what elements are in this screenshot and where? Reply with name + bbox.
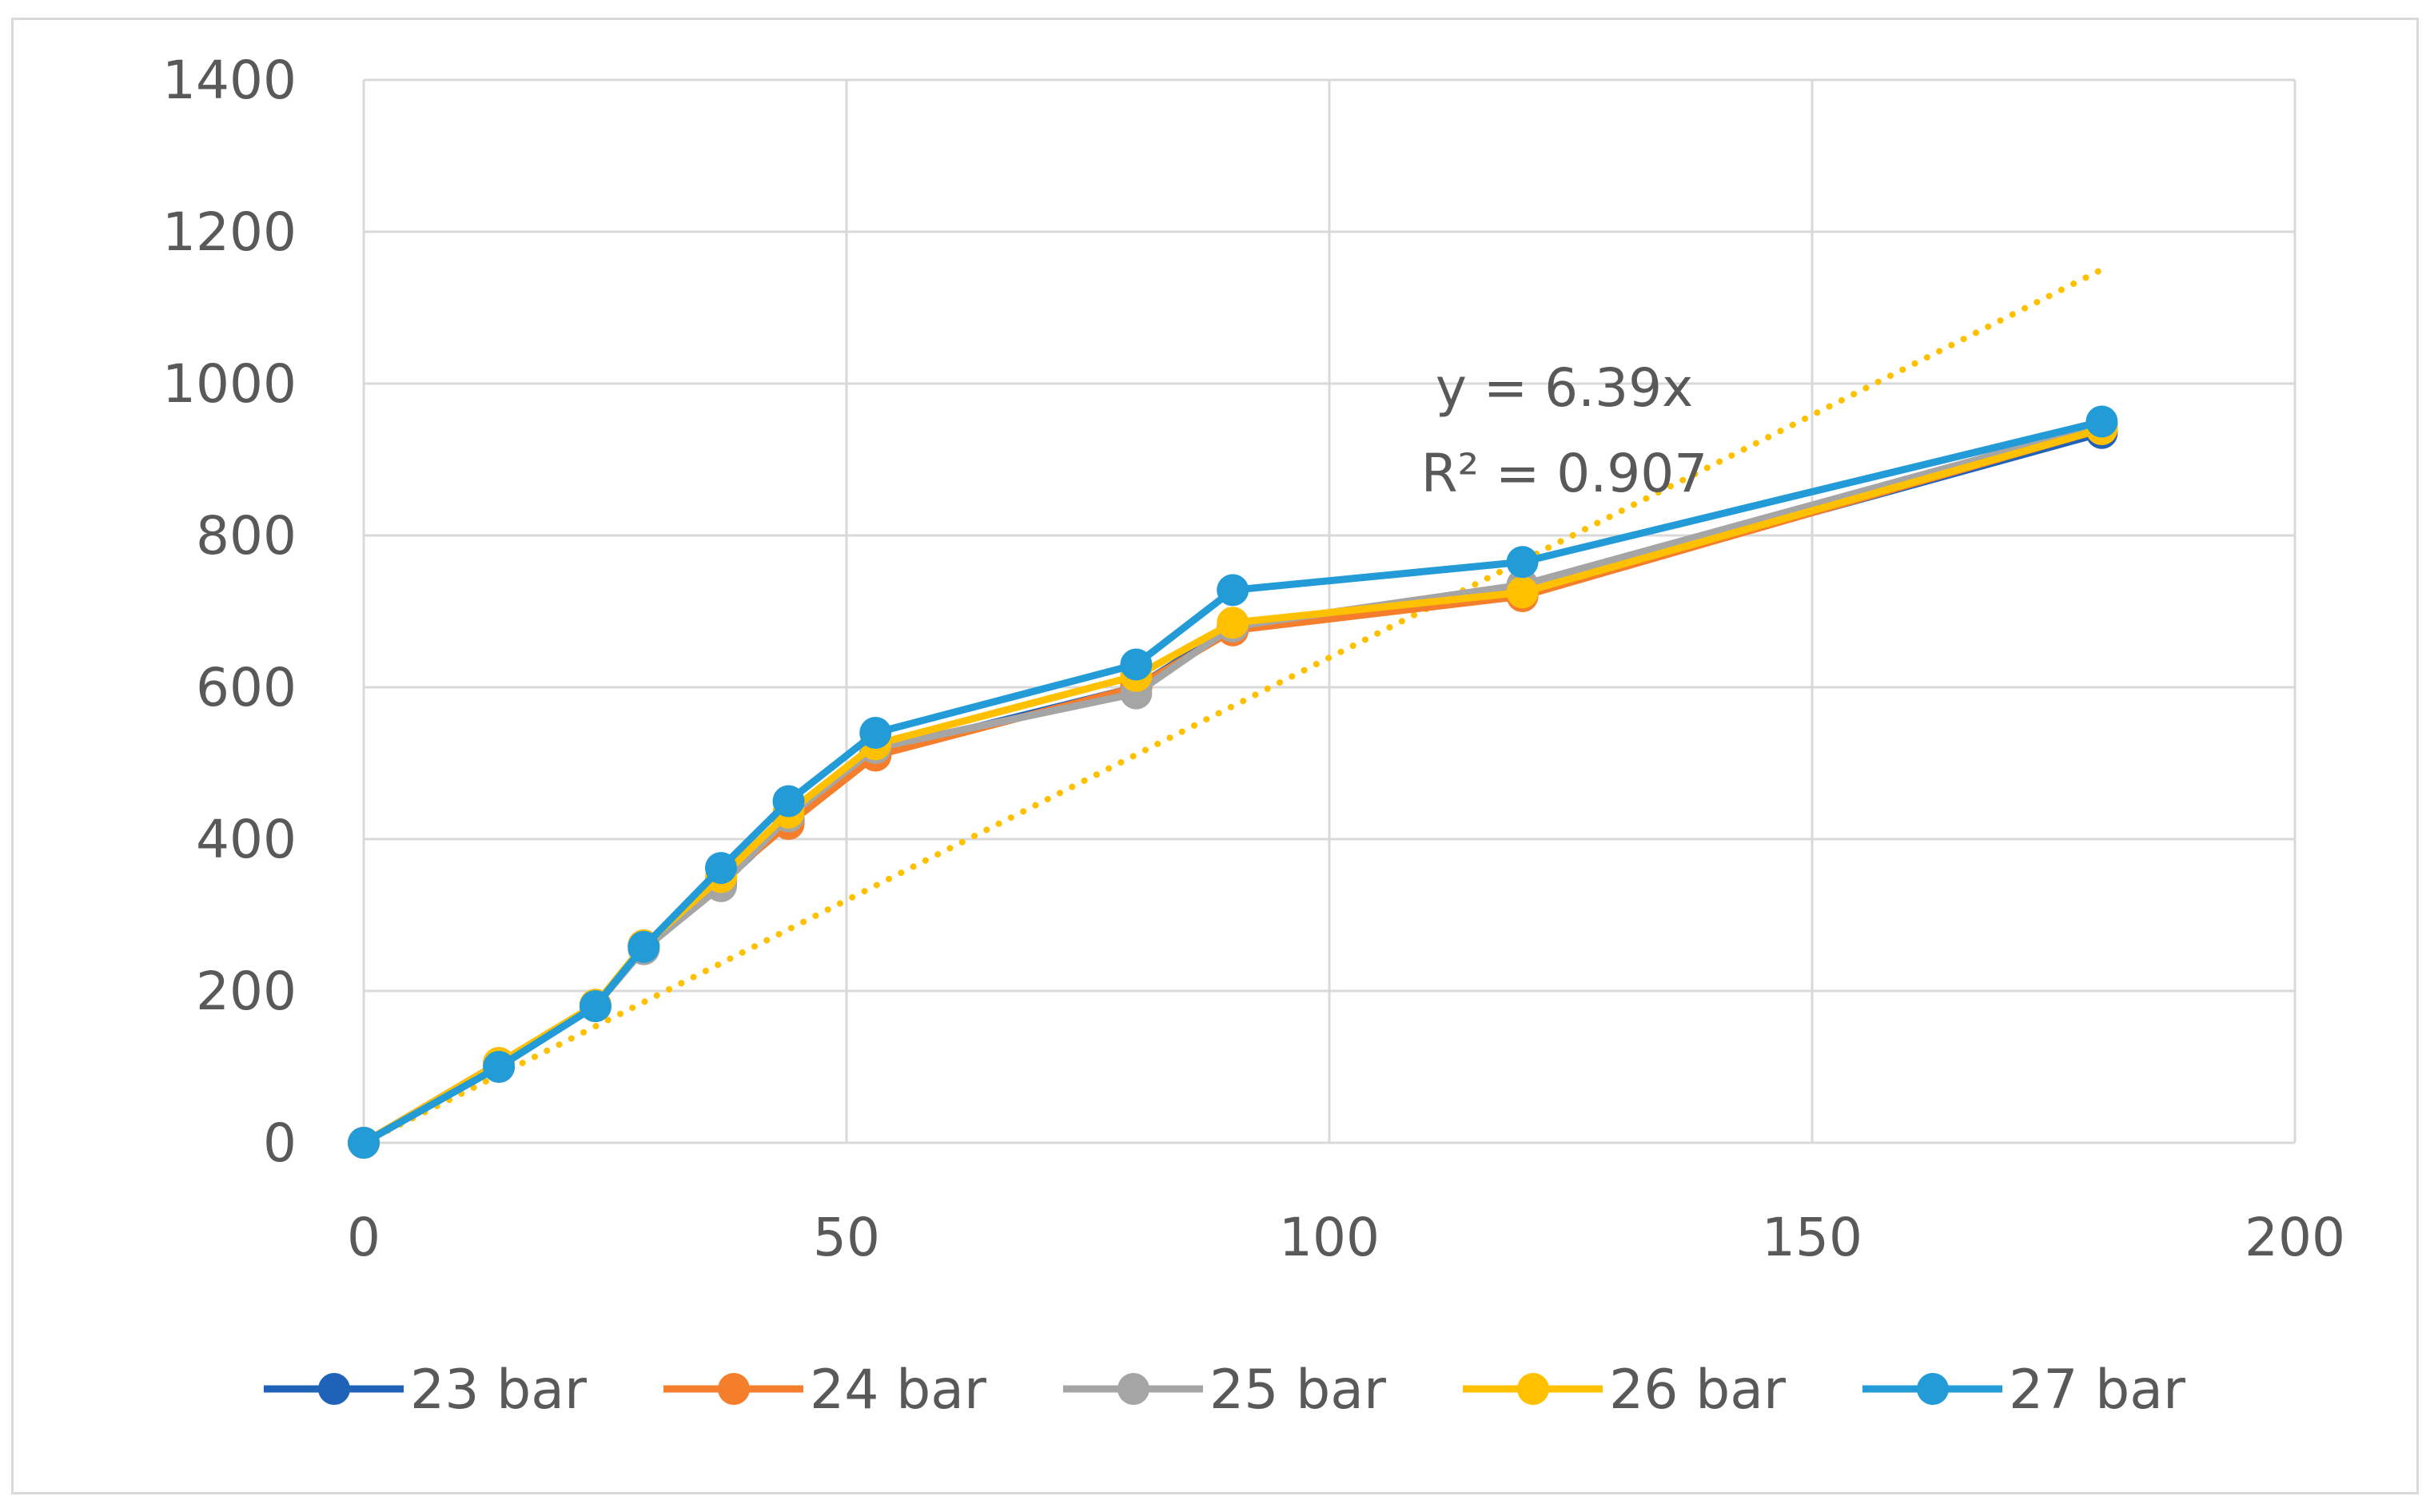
axis-label-layer: 0 200 400 600 800 1000 1200 1400 0 50 100 150 200 bbox=[162, 50, 2345, 1268]
y-tick-label: 800 bbox=[196, 505, 297, 567]
legend-label: 24 bar bbox=[810, 1359, 986, 1422]
legend-item: 23 bar bbox=[264, 1359, 587, 1422]
data-point bbox=[579, 990, 611, 1022]
series-27-bar bbox=[348, 405, 2118, 1159]
trendline-layer bbox=[361, 266, 2105, 1146]
data-point bbox=[1217, 574, 1249, 607]
trendline bbox=[361, 266, 2105, 1146]
legend-marker-swatch bbox=[1517, 1373, 1549, 1405]
y-tick-label: 1200 bbox=[162, 201, 297, 263]
data-point bbox=[1506, 576, 1539, 609]
data-point bbox=[2085, 405, 2118, 438]
data-point bbox=[859, 717, 892, 749]
trendline-equation-label: y = 6.39x bbox=[1436, 357, 1693, 419]
legend-item: 27 bar bbox=[1862, 1359, 2185, 1422]
data-point bbox=[1506, 546, 1539, 579]
data-point bbox=[348, 1127, 380, 1159]
x-tick-label: 200 bbox=[2245, 1207, 2345, 1268]
series-line bbox=[361, 418, 2103, 1146]
y-tick-label: 600 bbox=[196, 657, 297, 718]
trendline-r-squared-label: R² = 0.907 bbox=[1421, 443, 1708, 504]
chart-svg: 0 200 400 600 800 1000 1200 1400 0 50 100 150 200 y … bbox=[162, 50, 2345, 1422]
legend-marker-swatch bbox=[718, 1373, 750, 1405]
x-tick-label: 100 bbox=[1279, 1207, 1380, 1268]
data-point bbox=[772, 785, 805, 818]
series-25-bar bbox=[348, 409, 2118, 1159]
series-line bbox=[361, 421, 2103, 1146]
chart-frame: 0 200 400 600 800 1000 1200 1400 0 50 100 150 200 y … bbox=[11, 18, 2419, 1494]
legend-label: 23 bar bbox=[410, 1359, 587, 1422]
x-tick-label: 150 bbox=[1762, 1207, 1862, 1268]
legend-marker-swatch bbox=[1917, 1373, 1949, 1405]
data-point bbox=[483, 1051, 516, 1083]
legend-marker-swatch bbox=[318, 1373, 350, 1405]
data-point bbox=[1217, 607, 1249, 639]
y-tick-label: 400 bbox=[196, 809, 297, 870]
y-tick-label: 1400 bbox=[162, 50, 297, 111]
legend-item: 26 bar bbox=[1463, 1359, 1786, 1422]
x-tick-label: 0 bbox=[347, 1207, 380, 1268]
series-layer bbox=[348, 405, 2118, 1159]
series-24-bar bbox=[348, 413, 2118, 1159]
legend-label: 27 bar bbox=[2009, 1359, 2185, 1422]
series-26-bar bbox=[348, 413, 2118, 1159]
data-point bbox=[704, 852, 737, 885]
series-line bbox=[361, 429, 2103, 1146]
legend-label: 25 bar bbox=[1209, 1359, 1386, 1422]
y-tick-label: 1000 bbox=[162, 353, 297, 415]
grid-layer bbox=[362, 78, 2297, 1144]
annotation-layer: y = 6.39x R² = 0.907 bbox=[1421, 357, 1708, 504]
legend-item: 25 bar bbox=[1063, 1359, 1386, 1422]
legend-label: 26 bar bbox=[1609, 1359, 1786, 1422]
y-tick-label: 0 bbox=[263, 1112, 297, 1174]
legend-marker-swatch bbox=[1117, 1373, 1149, 1405]
y-tick-label: 200 bbox=[196, 961, 297, 1022]
x-tick-label: 50 bbox=[813, 1207, 880, 1268]
data-point bbox=[1120, 648, 1153, 681]
data-point bbox=[627, 930, 660, 963]
legend-item: 24 bar bbox=[663, 1359, 986, 1422]
legend: 23 bar 24 bar 25 bar 26 bar 27 bar bbox=[264, 1359, 2185, 1422]
series-23-bar bbox=[348, 416, 2118, 1159]
